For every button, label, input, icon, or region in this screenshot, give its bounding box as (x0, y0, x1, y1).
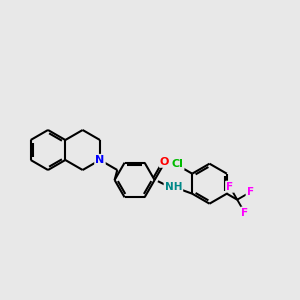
Text: NH: NH (165, 182, 182, 192)
Text: F: F (247, 187, 254, 197)
Text: Cl: Cl (172, 159, 183, 169)
Text: F: F (241, 208, 248, 218)
Text: F: F (226, 182, 233, 192)
Text: O: O (160, 157, 169, 167)
Text: N: N (95, 155, 105, 165)
